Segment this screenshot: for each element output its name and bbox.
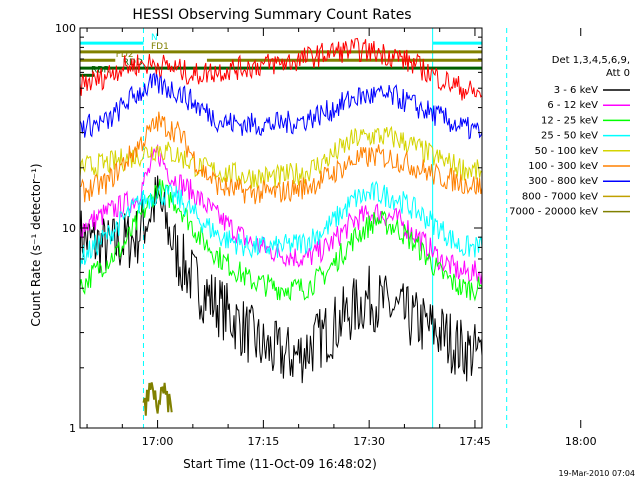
series-line-50-100-kev: [79, 125, 483, 189]
flag-label-rdd: RDD: [123, 58, 143, 68]
legend-entry-label: 6 - 12 keV: [547, 100, 598, 111]
legend-entry-label: 300 - 800 keV: [528, 176, 598, 187]
y-tick-label: 10: [62, 222, 76, 235]
legend-header-line-2: Att 0: [606, 68, 630, 79]
legend: Det 1,3,4,5,6,9, Att 0 3 - 6 keV 6 - 12 k…: [509, 55, 630, 218]
legend-entry-label: 3 - 6 keV: [554, 85, 598, 96]
series-line-6-12-kev: [79, 144, 483, 285]
flag-label-fd1: FD1: [151, 42, 169, 52]
series-line-3-6-kev: [79, 175, 483, 384]
series-line-300-800-kev: [79, 72, 483, 140]
series-line-25-50-kev: [79, 180, 483, 271]
legend-entry-label: 50 - 100 keV: [535, 146, 599, 157]
y-tick-label: 1: [69, 422, 76, 435]
x-axis-label: Start Time (11-Oct-09 16:48:02): [183, 457, 377, 471]
flag-label-fd2: FD2: [116, 50, 134, 60]
legend-entry-label: 100 - 300 keV: [528, 161, 598, 172]
legend-entry-label: 7000 - 20000 keV: [509, 207, 598, 218]
legend-entry-label: 800 - 7000 keV: [522, 191, 598, 202]
y-tick-label: 100: [55, 22, 76, 35]
legend-entry-label: 25 - 50 keV: [541, 131, 598, 142]
series-line-12-25-kev: [79, 178, 483, 302]
series-line-unlabeled-9: [79, 37, 483, 101]
x-tick-label: 17:45: [459, 435, 491, 448]
chart-title: HESSI Observing Summary Count Rates: [132, 7, 411, 23]
series-line-100-300-kev: [79, 111, 483, 205]
footer-timestamp: 19-Mar-2010 07:04: [559, 469, 636, 478]
series-line-7000-20000-kev: [142, 382, 173, 416]
x-tick-label: 17:00: [142, 435, 174, 448]
x-tick-label: 17:15: [248, 435, 280, 448]
x-tick-label: 18:00: [565, 435, 597, 448]
legend-header-line-1: Det 1,3,4,5,6,9,: [552, 55, 630, 66]
flag-label-n: N: [151, 33, 158, 43]
legend-entry-label: 12 - 25 keV: [541, 115, 598, 126]
x-tick-label: 17:30: [353, 435, 385, 448]
y-axis-label: Count Rate (s⁻¹ detector⁻¹): [29, 163, 43, 326]
